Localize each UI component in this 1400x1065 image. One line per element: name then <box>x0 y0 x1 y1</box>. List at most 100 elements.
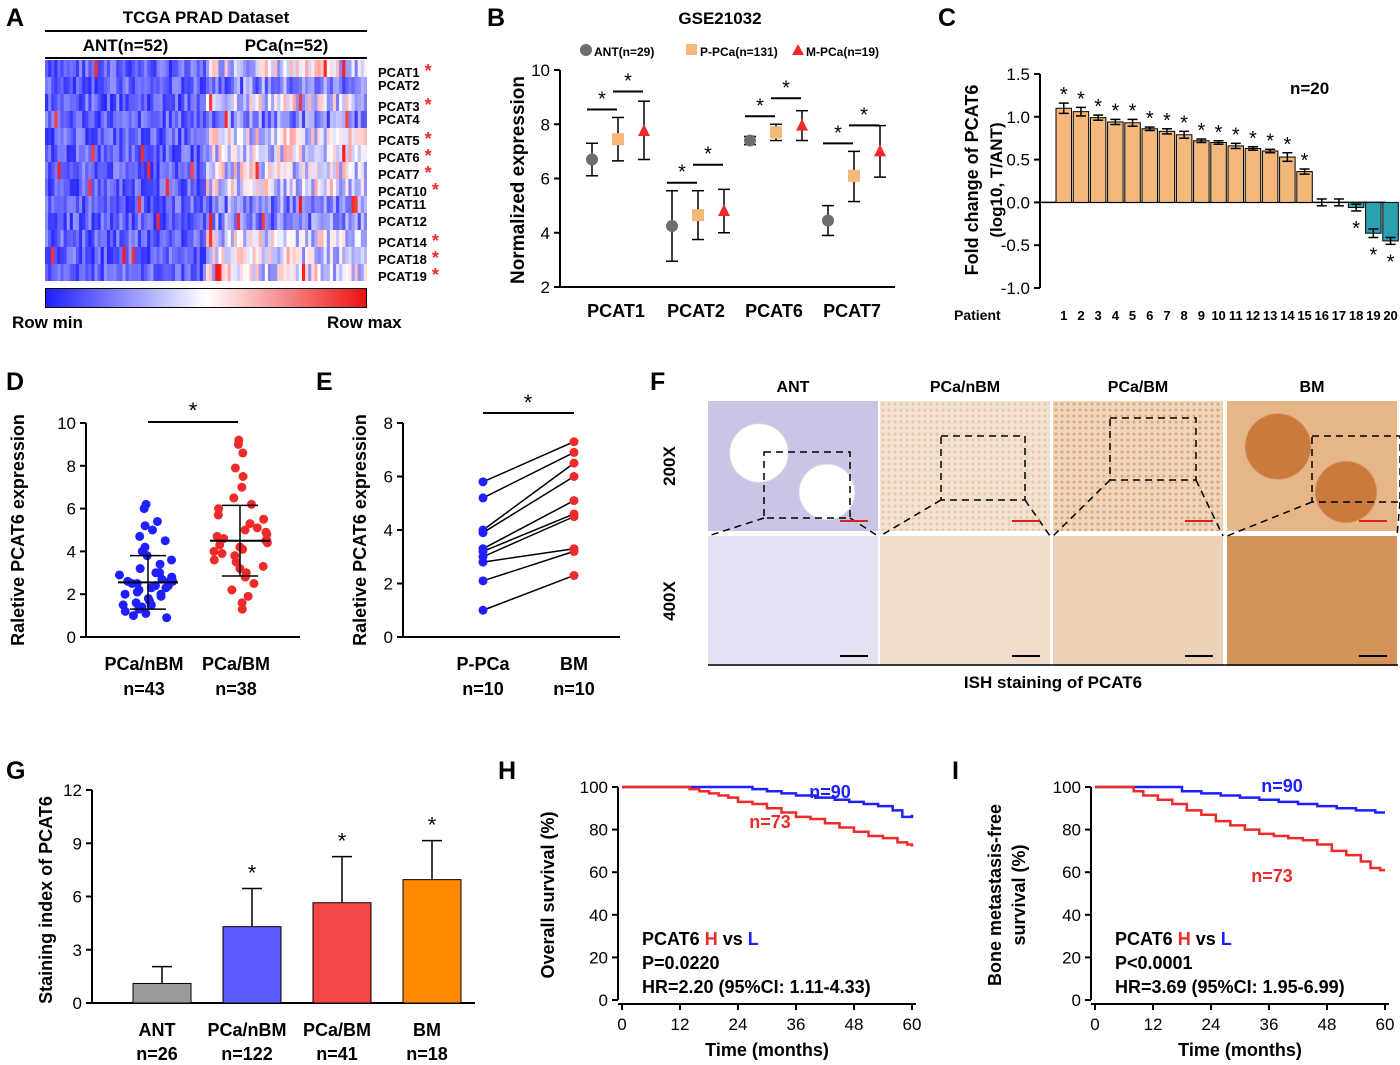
heatmap-cell <box>348 264 352 281</box>
heatmap-cell <box>168 77 173 95</box>
heatmap-cell <box>230 145 235 163</box>
heatmap-cell <box>60 247 64 265</box>
panel-label-f: F <box>650 368 666 396</box>
heatmap-cell <box>94 230 99 248</box>
bar-group: *BMn=18 <box>402 813 462 1064</box>
heatmap-cell <box>106 179 111 197</box>
heatmap-cell <box>261 213 266 231</box>
stats-vs: vs <box>718 929 748 949</box>
heatmap-cell <box>351 230 356 248</box>
heatmap-cell <box>230 264 235 281</box>
heatmap-cell <box>305 213 309 231</box>
data-point <box>147 525 157 535</box>
heatmap-cell <box>66 213 71 231</box>
heatmap-cell <box>110 128 114 146</box>
heatmap-cell <box>165 94 170 112</box>
bar <box>1175 134 1193 203</box>
y-tick-label: 3 <box>73 941 82 960</box>
n-label: n=38 <box>215 679 257 699</box>
heatmap-cell <box>342 111 346 129</box>
heatmap-cell <box>45 196 49 214</box>
heatmap-cell <box>363 247 367 265</box>
heatmap-cell <box>48 230 52 248</box>
heatmap-cell <box>131 60 136 78</box>
heatmap-cell <box>45 111 49 129</box>
heatmap-cell <box>236 196 241 214</box>
data-point <box>128 611 138 621</box>
heatmap-cell <box>156 145 160 163</box>
data-point <box>213 510 223 520</box>
heatmap-cell <box>243 179 247 197</box>
heatmap-cell <box>308 247 312 265</box>
heatmap-cell <box>326 77 331 95</box>
heatmap-cell <box>156 213 160 231</box>
heatmap-cell <box>258 196 263 214</box>
heatmap-cell <box>45 145 49 163</box>
heatmap-cell <box>66 179 71 197</box>
heatmap-cell <box>171 230 176 248</box>
heatmap-cell <box>140 60 145 78</box>
heatmap-cell <box>357 128 362 146</box>
hazard-ratio: HR=3.69 (95%CI: 1.95-6.99) <box>1115 977 1345 997</box>
heatmap-cell <box>125 247 129 265</box>
heatmap-cell <box>360 230 365 248</box>
heatmap-cell <box>249 196 253 214</box>
x-axis-title: Time (months) <box>1178 1040 1302 1060</box>
bar-group: *PCa/BMn=41 <box>303 829 372 1064</box>
heatmap-cell <box>360 111 365 129</box>
heatmap-cell <box>351 247 356 265</box>
heatmap-cell <box>243 94 247 112</box>
heatmap-cell <box>252 111 256 129</box>
heatmap-cell <box>72 264 77 281</box>
heatmap-cell <box>345 145 349 163</box>
heatmap-cell <box>317 60 321 78</box>
heatmap-cell <box>286 179 290 197</box>
heatmap-cell <box>85 196 89 214</box>
heatmap-cell <box>252 213 256 231</box>
y-tick-label: 9 <box>73 834 82 853</box>
heatmap-cell <box>162 230 167 248</box>
heatmap-cell <box>202 230 207 248</box>
heatmap-cell <box>218 162 222 180</box>
heatmap-cell <box>113 94 117 112</box>
heatmap-cell <box>230 111 235 129</box>
heatmap-cell <box>97 264 102 281</box>
x-tick-label: 18 <box>1349 308 1363 323</box>
significance-star: * <box>426 248 439 268</box>
survival-curve <box>622 785 914 819</box>
heatmap-cell <box>190 162 195 180</box>
heatmap-cell <box>147 111 151 129</box>
heatmap-cell <box>159 230 164 248</box>
heatmap-cell <box>298 162 303 180</box>
heatmap-cell <box>264 111 269 129</box>
bar <box>1055 107 1072 203</box>
heatmap-cell <box>317 196 321 214</box>
heatmap-cell <box>215 264 219 281</box>
pair <box>478 570 579 615</box>
heatmap-cell <box>320 94 325 112</box>
n-label: n=10 <box>462 679 504 699</box>
heatmap-cell <box>54 60 58 78</box>
ish-image-pca-bm-400x <box>1053 536 1223 666</box>
bar-group: *14 <box>1279 134 1296 323</box>
heatmap-cell <box>48 264 52 281</box>
heatmap-cell <box>91 128 95 146</box>
heatmap-cell <box>209 145 213 163</box>
heatmap-cell <box>178 60 182 78</box>
heatmap-cell <box>271 196 275 214</box>
heatmap-cell <box>153 60 157 78</box>
heatmap-cell <box>243 247 247 265</box>
heatmap-cell <box>94 247 99 265</box>
heatmap-cell <box>48 128 52 146</box>
heatmap-cell <box>264 213 269 231</box>
data-point <box>240 525 250 535</box>
heatmap-cell <box>348 196 352 214</box>
heatmap-cell <box>274 128 278 146</box>
heatmap-cell <box>326 145 331 163</box>
heatmap-cell <box>190 230 195 248</box>
heatmap-cell <box>131 196 136 214</box>
data-point <box>478 557 488 567</box>
data-point <box>229 493 239 503</box>
heatmap-cell <box>187 196 191 214</box>
